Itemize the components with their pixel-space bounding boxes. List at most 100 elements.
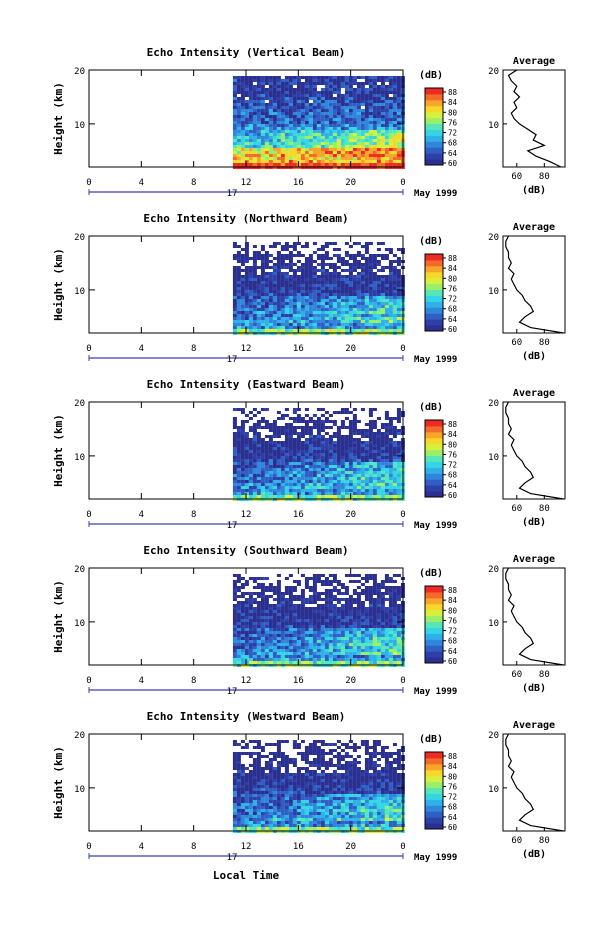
heatmap-cell: [360, 109, 365, 112]
colorbar-tick-label: 76: [448, 284, 458, 293]
heatmap-cell: [392, 127, 397, 130]
heatmap-cell: [280, 263, 285, 266]
heatmap-cell: [352, 284, 357, 287]
heatmap-cell: [348, 640, 353, 643]
heatmap-cell: [312, 631, 317, 634]
heatmap-cell: [360, 275, 365, 278]
heatmap-cell: [348, 157, 353, 160]
heatmap-cell: [280, 640, 285, 643]
heatmap-cell: [288, 456, 293, 459]
heatmap-cell: [380, 492, 385, 495]
heatmap-cell: [248, 646, 253, 649]
heatmap-cell: [360, 589, 365, 592]
heatmap-cell: [328, 278, 333, 281]
heatmap-cell: [284, 462, 289, 465]
heatmap-cell: [312, 290, 317, 293]
heatmap-cell: [352, 456, 357, 459]
heatmap-cell: [288, 462, 293, 465]
heatmap-cell: [352, 607, 357, 610]
heatmap-cell: [396, 483, 401, 486]
heatmap-cell: [260, 112, 265, 115]
heatmap-cell: [276, 97, 281, 100]
heatmap-cell: [236, 613, 241, 616]
colorbar-segment: [425, 449, 443, 457]
heatmap-cell: [312, 284, 317, 287]
heatmap-cell: [348, 595, 353, 598]
heatmap-cell: [288, 616, 293, 619]
heatmap-cell: [328, 106, 333, 109]
heatmap-cell: [348, 607, 353, 610]
heatmap-cell: [348, 619, 353, 622]
heatmap-cell: [340, 290, 345, 293]
heatmap-cell: [300, 320, 305, 323]
heatmap-cell: [368, 432, 373, 435]
heatmap-cell: [340, 112, 345, 115]
heatmap-cell: [364, 492, 369, 495]
heatmap-cell: [240, 329, 245, 332]
colorbar-tick-label: 88: [448, 420, 458, 429]
heatmap-cell: [396, 574, 401, 577]
colorbar-segment: [425, 254, 443, 261]
heatmap-cell: [248, 483, 253, 486]
heatmap-cell: [340, 311, 345, 314]
heatmap-cell: [328, 435, 333, 438]
heatmap-cell: [296, 106, 301, 109]
heatmap-cell: [364, 127, 369, 130]
heatmap-cell: [384, 88, 389, 91]
heatmap-cell: [260, 118, 265, 121]
heatmap-cell: [300, 417, 305, 420]
heatmap-cell: [316, 616, 321, 619]
heatmap-cell: [376, 281, 381, 284]
heatmap-cell: [272, 124, 277, 127]
heatmap-cell: [368, 103, 373, 106]
heatmap-cell: [356, 637, 361, 640]
heatmap-cell: [320, 613, 325, 616]
heatmap-cell: [272, 145, 277, 148]
heatmap-cell: [368, 577, 373, 580]
heatmap-cell: [284, 610, 289, 613]
heatmap-cell: [380, 456, 385, 459]
heatmap-cell: [344, 616, 349, 619]
heatmap-cell: [240, 661, 245, 664]
heatmap-cell: [296, 583, 301, 586]
heatmap-cell: [308, 480, 313, 483]
heatmap-cell: [256, 468, 261, 471]
heatmap-cell: [308, 468, 313, 471]
heatmap-cell: [392, 444, 397, 447]
heatmap-cell: [284, 640, 289, 643]
heatmap-cell: [260, 320, 265, 323]
heatmap-cell: [392, 299, 397, 302]
heatmap-cell: [344, 329, 349, 332]
heatmap-cell: [356, 76, 361, 79]
heatmap-cell: [308, 640, 313, 643]
heatmap-cell: [380, 619, 385, 622]
heatmap-cell: [372, 435, 377, 438]
heatmap-cell: [352, 634, 357, 637]
heatmap-cell: [348, 103, 353, 106]
heatmap-cell: [332, 329, 337, 332]
heatmap-cell: [392, 646, 397, 649]
heatmap-cell: [380, 257, 385, 260]
heatmap-cell: [276, 85, 281, 88]
heatmap-cell: [264, 296, 269, 299]
heatmap-cell: [292, 444, 297, 447]
heatmap-cell: [356, 432, 361, 435]
heatmap-cell: [348, 127, 353, 130]
heatmap-cell: [232, 622, 237, 625]
heatmap-cell: [300, 91, 305, 94]
profile-line: [507, 69, 562, 168]
heatmap-cell: [284, 139, 289, 142]
heatmap-cell: [324, 471, 329, 474]
heatmap-cell: [392, 329, 397, 332]
heatmap-cell: [392, 574, 397, 577]
heatmap-cell: [252, 109, 257, 112]
heatmap-cell: [380, 323, 385, 326]
heatmap-cell: [364, 622, 369, 625]
heatmap-cell: [316, 580, 321, 583]
heatmap-cell: [296, 251, 301, 254]
heatmap-cell: [332, 163, 337, 166]
heatmap-cell: [328, 142, 333, 145]
heatmap-cell: [344, 308, 349, 311]
heatmap-cell: [360, 432, 365, 435]
heatmap-cell: [328, 133, 333, 136]
